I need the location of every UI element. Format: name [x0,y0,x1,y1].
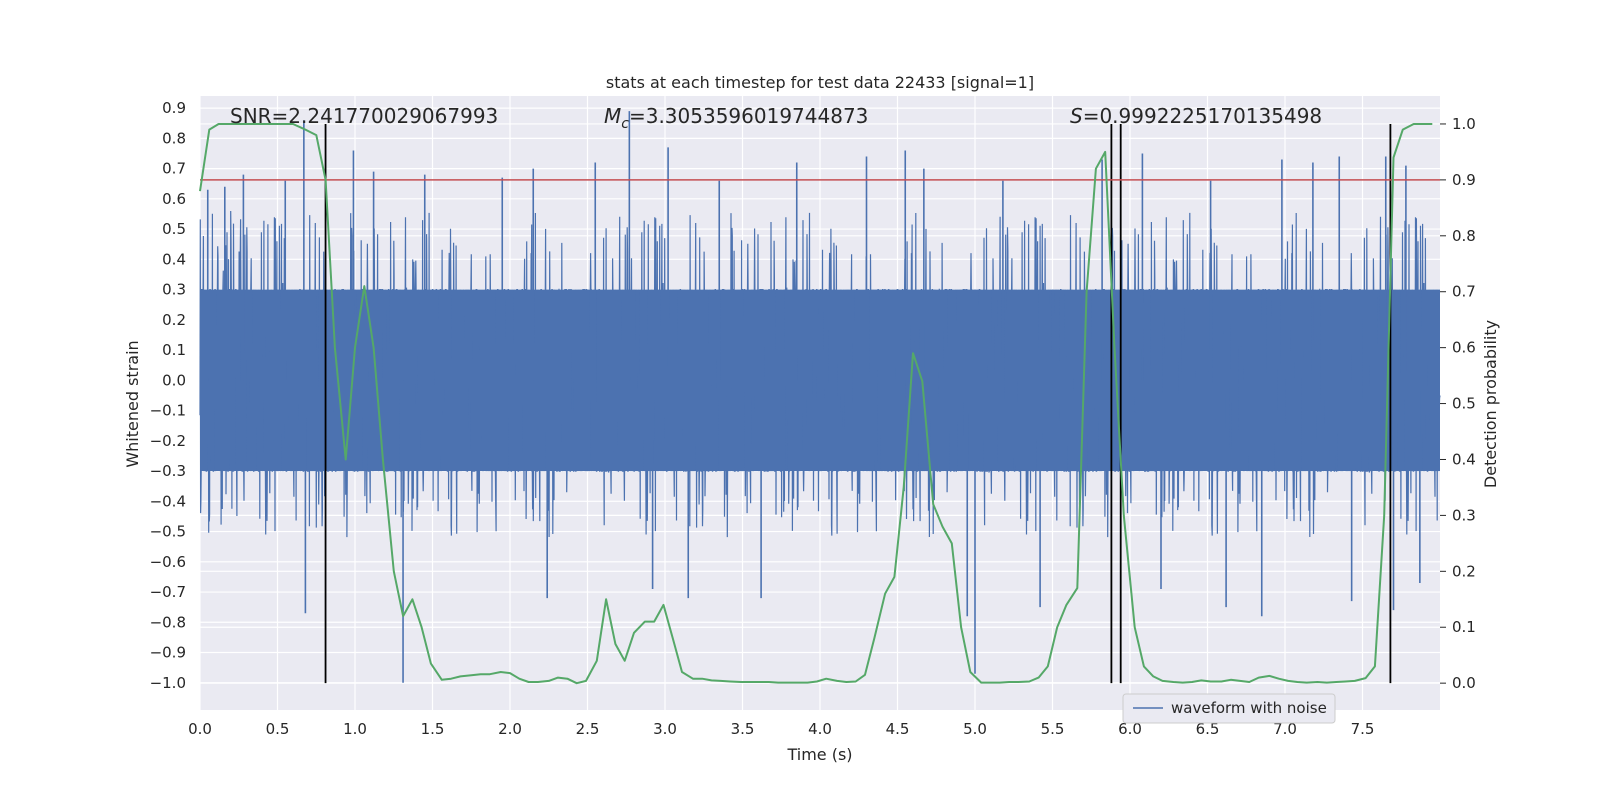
x-axis-label: Time (s) [786,745,852,764]
y-left-tick-label: 0.7 [162,160,186,178]
y-left-tick-label: −0.3 [150,462,186,480]
x-tick-label: 2.0 [498,720,522,738]
y-left-tick-label: −0.2 [150,432,186,450]
legend-box [1122,693,1336,724]
chirp-mass-annotation: Mc=3.3053596019744873 [604,104,868,132]
y-right-tick-label: 0.4 [1452,450,1476,468]
y-left-tick-label: −0.7 [150,583,186,601]
x-tick-label: 6.0 [1118,720,1142,738]
chart-title: stats at each timestep for test data 224… [606,73,1034,92]
waveform-series [199,111,1441,683]
x-tick-label: 7.5 [1351,720,1375,738]
y-left-tick-label: −0.6 [150,553,186,571]
y-right-axis-ticks: 1.0 0.9 0.8 0.7 0.6 0.5 0.4 0.3 0.2 0.1 0.0 [1440,115,1476,692]
y-right-tick-label: 0.5 [1452,395,1476,413]
y-right-tick-label: 0.6 [1452,339,1476,357]
y-right-tick-label: 0.8 [1452,227,1476,245]
y-right-tick-label: 1.0 [1452,115,1476,133]
x-tick-label: 2.5 [576,720,600,738]
x-tick-label: 1.0 [343,720,367,738]
y-left-tick-label: 0.9 [162,99,186,117]
x-tick-label: 4.5 [886,720,910,738]
y-right-tick-label: 0.9 [1452,171,1476,189]
chirp-mass-symbol: M [604,104,621,128]
chirp-mass-value: =3.3053596019744873 [629,104,868,128]
x-tick-label: 4.0 [808,720,832,738]
significance-annotation: S=0.9992225170135498 [1070,104,1322,128]
legend: waveform with noise [1122,693,1336,724]
y-axis-left-label: Whitened strain [123,340,142,467]
chirp-mass-subscript: c [621,116,629,132]
y-right-tick-label: 0.3 [1452,506,1476,524]
y-left-tick-label: −1.0 [150,674,186,692]
x-tick-label: 0.0 [188,720,212,738]
y-left-tick-label: 0.2 [162,311,186,329]
x-tick-label: 6.5 [1196,720,1220,738]
vertical-markers [324,123,1392,684]
probability-series [199,123,1433,685]
y-left-axis-ticks: 0.9 0.8 0.7 0.6 0.5 0.4 0.3 0.2 0.1 0.0 −0.1 −0.2 −0… [150,99,186,692]
y-right-tick-label: 0.7 [1452,283,1476,301]
y-left-tick-label: −0.4 [150,492,186,510]
y-left-tick-label: 0.5 [162,220,186,238]
y-right-tick-label: 0.1 [1452,618,1476,636]
y-left-tick-label: 0.3 [162,281,186,299]
x-tick-label: 5.0 [963,720,987,738]
significance-symbol: S [1070,104,1083,128]
y-right-tick-label: 0.2 [1452,562,1476,580]
y-left-tick-label: −0.9 [150,644,186,662]
x-tick-label: 7.0 [1273,720,1297,738]
y-left-tick-label: −0.8 [150,613,186,631]
y-axis-right-label: Detection probability [1481,320,1500,488]
x-tick-label: 5.5 [1041,720,1065,738]
x-axis-ticks: 0.0 0.5 1.0 1.5 2.0 2.5 3.0 3.5 4.0 4.5 5.0 5.5 6.0 6… [188,720,1374,738]
y-left-tick-label: 0.6 [162,190,186,208]
waveform-line [199,210,1441,538]
y-left-tick-label: −0.1 [150,402,186,420]
y-left-tick-label: 0.1 [162,341,186,359]
x-tick-label: 1.5 [421,720,445,738]
y-left-tick-label: 0.8 [162,129,186,147]
x-tick-label: 3.0 [653,720,677,738]
x-tick-label: 0.5 [266,720,290,738]
y-left-tick-label: −0.5 [150,523,186,541]
y-left-tick-label: 0.0 [162,371,186,389]
significance-value: =0.9992225170135498 [1083,104,1322,128]
y-right-tick-label: 0.0 [1452,674,1476,692]
x-tick-label: 3.5 [731,720,755,738]
snr-annotation: SNR=2.241770029067993 [230,104,498,128]
y-left-tick-label: 0.4 [162,250,186,268]
legend-label: waveform with noise [1171,699,1327,717]
probability-line [199,123,1433,685]
